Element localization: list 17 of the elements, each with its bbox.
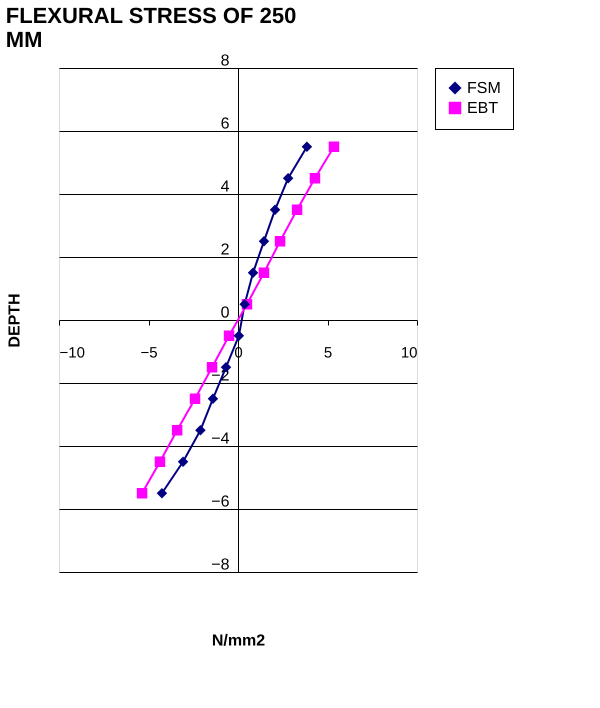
x-tick-label: −10 <box>60 344 85 362</box>
x-tick-label: 10 <box>400 344 418 362</box>
y-tick-label: 2 <box>220 242 230 258</box>
x-tick-label: −5 <box>140 344 158 362</box>
y-tick-label: 0 <box>220 304 230 322</box>
y-tick-label: 4 <box>220 178 230 196</box>
y-tick-label: −4 <box>211 430 230 448</box>
y-tick-label: 8 <box>220 52 230 70</box>
y-tick-label: −6 <box>211 494 230 510</box>
legend-label: FSM <box>467 80 501 97</box>
x-axis-title: N/mm2 <box>212 632 266 650</box>
y-axis-title: DEPTH <box>6 293 24 348</box>
legend-label: EBT <box>467 100 498 117</box>
chart-title: FLEXURAL STRESS OF 250 MM <box>6 3 296 52</box>
y-tick-label: 6 <box>220 116 230 132</box>
x-tick-label: 5 <box>324 344 332 362</box>
y-tick-label: −8 <box>211 556 230 574</box>
